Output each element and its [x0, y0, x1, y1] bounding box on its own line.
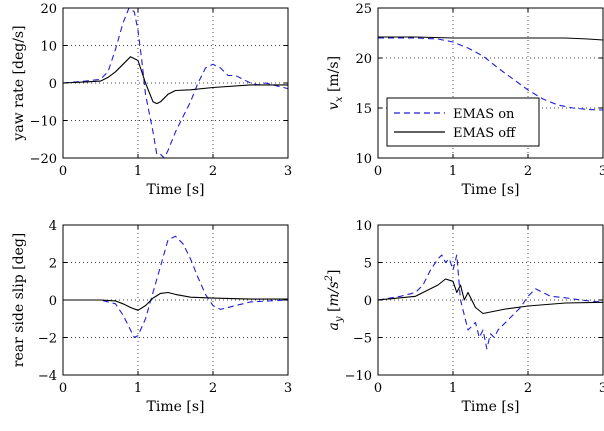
p2-y-axis-label: vx [m/s] — [326, 56, 345, 110]
p1-y-tick-label-4: −20 — [30, 152, 57, 167]
p3-series-emas-on-line — [63, 235, 289, 339]
p4-y-tick-label-3: −5 — [353, 332, 372, 347]
p2-x-tick-label-0: 0 — [374, 164, 382, 179]
p3-x-axis-label: Time [s] — [147, 399, 205, 415]
p1-series-emas-on-line — [62, 7, 289, 159]
p1-x-tick-label-3: 3 — [284, 164, 292, 179]
p3-y-tick-label-2: 0 — [49, 294, 57, 309]
p3-x-tick-label-0: 0 — [59, 381, 67, 396]
p2-y-tick-label-1: 20 — [355, 52, 372, 67]
p4-y-tick-label-1: 5 — [364, 257, 372, 272]
p2-x-tick-label-1: 1 — [449, 164, 457, 179]
p3-y-axis-label: rear side slip [deg] — [11, 233, 27, 368]
p3-y-tick-label-1: 2 — [49, 257, 57, 272]
p2-x-tick-label-3: 3 — [599, 164, 604, 179]
p4-series-emas-off-line — [377, 278, 604, 315]
p1-y-tick-label-3: −10 — [30, 115, 57, 130]
p3-x-tick-label-2: 2 — [209, 381, 217, 396]
p1-x-tick-label-0: 0 — [59, 164, 67, 179]
p3-y-tick-label-3: −2 — [38, 332, 57, 347]
p4-y-tick-label-4: −10 — [345, 369, 372, 384]
p1-x-axis-label: Time [s] — [147, 182, 205, 198]
p1-x-tick-label-2: 2 — [209, 164, 217, 179]
p1-y-tick-label-0: 20 — [40, 2, 57, 17]
p2-y-tick-label-3: 10 — [355, 152, 372, 167]
p4-y-axis-label: ay [m/s2] — [324, 270, 345, 331]
p3-x-tick-label-1: 1 — [134, 381, 142, 396]
p2-x-tick-label-2: 2 — [524, 164, 532, 179]
p2-series-emas-on-line — [378, 37, 604, 111]
p3-y-tick-label-0: 4 — [49, 219, 57, 234]
p4-x-tick-label-1: 1 — [449, 381, 457, 396]
p2-x-axis-label: Time [s] — [462, 182, 520, 198]
legend-label-emas-off: EMAS off — [453, 126, 517, 141]
p4-x-tick-label-0: 0 — [374, 381, 382, 396]
p4-y-tick-label-2: 0 — [364, 294, 372, 309]
p2-y-tick-label-2: 15 — [355, 102, 372, 117]
p4-y-tick-label-0: 10 — [355, 219, 372, 234]
p4-x-tick-label-3: 3 — [599, 381, 604, 396]
p3-series-emas-off-line — [63, 291, 288, 311]
p2-plot-frame — [377, 7, 604, 159]
legend-box — [386, 97, 540, 147]
p4-x-axis-label: Time [s] — [462, 399, 520, 415]
p1-series-emas-off-line — [62, 56, 288, 105]
p4-x-tick-label-2: 2 — [524, 381, 532, 396]
p4-series-emas-on-line — [377, 254, 604, 350]
p2-series-emas-off-line — [378, 36, 604, 41]
p1-y-axis-label: yaw rate [deg/s] — [11, 25, 27, 141]
p3-x-tick-label-3: 3 — [284, 381, 292, 396]
p1-y-tick-label-2: 0 — [49, 77, 57, 92]
p1-y-tick-label-1: 10 — [40, 40, 57, 55]
p2-y-tick-label-0: 25 — [355, 2, 372, 17]
p1-x-tick-label-1: 1 — [134, 164, 142, 179]
legend-label-emas-on: EMAS on — [453, 107, 515, 122]
p3-y-tick-label-4: −4 — [38, 369, 57, 384]
